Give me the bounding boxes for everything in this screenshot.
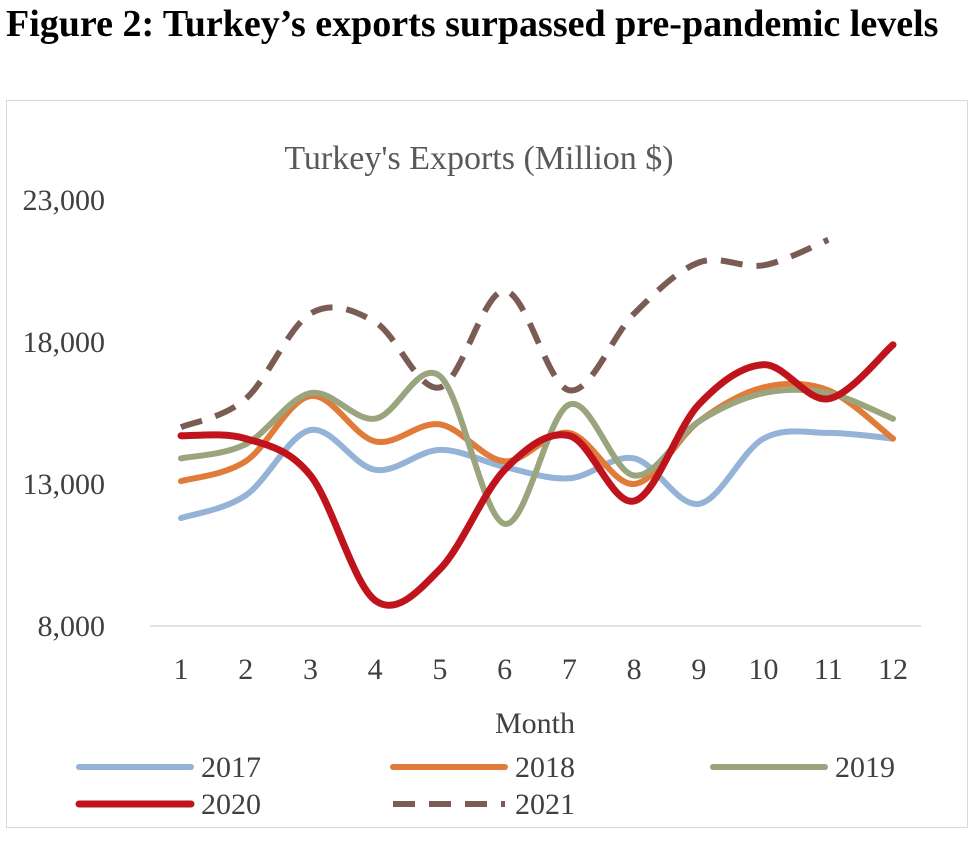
x-axis-ticks: 1 2 3 4 5 6 7 8 9 10 11 12 [174,653,909,686]
x-tick-label: 8 [627,653,642,686]
x-tick-label: 4 [368,653,383,686]
x-axis-label: Month [495,707,575,740]
chart-title: Turkey's Exports (Million $) [284,140,673,177]
legend-label-2019: 2019 [835,751,895,784]
series-line-2020 [177,341,897,609]
y-tick-label: 13,000 [23,468,106,501]
chart-area: Turkey's Exports (Million $) 8,000 13,000… [6,100,968,828]
x-tick-label: 11 [814,653,843,686]
x-tick-label: 2 [238,653,253,686]
x-tick-label: 6 [497,653,512,686]
y-axis-ticks: 8,000 13,000 18,000 23,000 [23,184,106,643]
figure-title: Figure 2: Turkey’s exports surpassed pre… [6,3,939,45]
legend-label-2021: 2021 [515,788,575,821]
legend-label-2018: 2018 [515,751,575,784]
series-line-2017 [178,426,896,522]
y-tick-label: 18,000 [23,326,106,359]
x-tick-label: 9 [691,653,706,686]
x-tick-label: 7 [562,653,577,686]
x-tick-label: 5 [432,653,447,686]
legend-label-2017: 2017 [201,751,261,784]
line-chart: Turkey's Exports (Million $) 8,000 13,000… [23,140,921,821]
x-tick-label: 10 [749,653,779,686]
series-line-2019 [178,370,896,527]
series-lines [177,237,897,609]
x-tick-label: 12 [878,653,908,686]
series-line-2021 [179,237,830,431]
y-tick-label: 8,000 [38,610,106,643]
legend: 2017 2018 2019 2020 2021 [75,751,895,821]
legend-label-2020: 2020 [201,788,261,821]
x-tick-label: 1 [174,653,189,686]
y-tick-label: 23,000 [23,184,106,217]
x-tick-label: 3 [303,653,318,686]
